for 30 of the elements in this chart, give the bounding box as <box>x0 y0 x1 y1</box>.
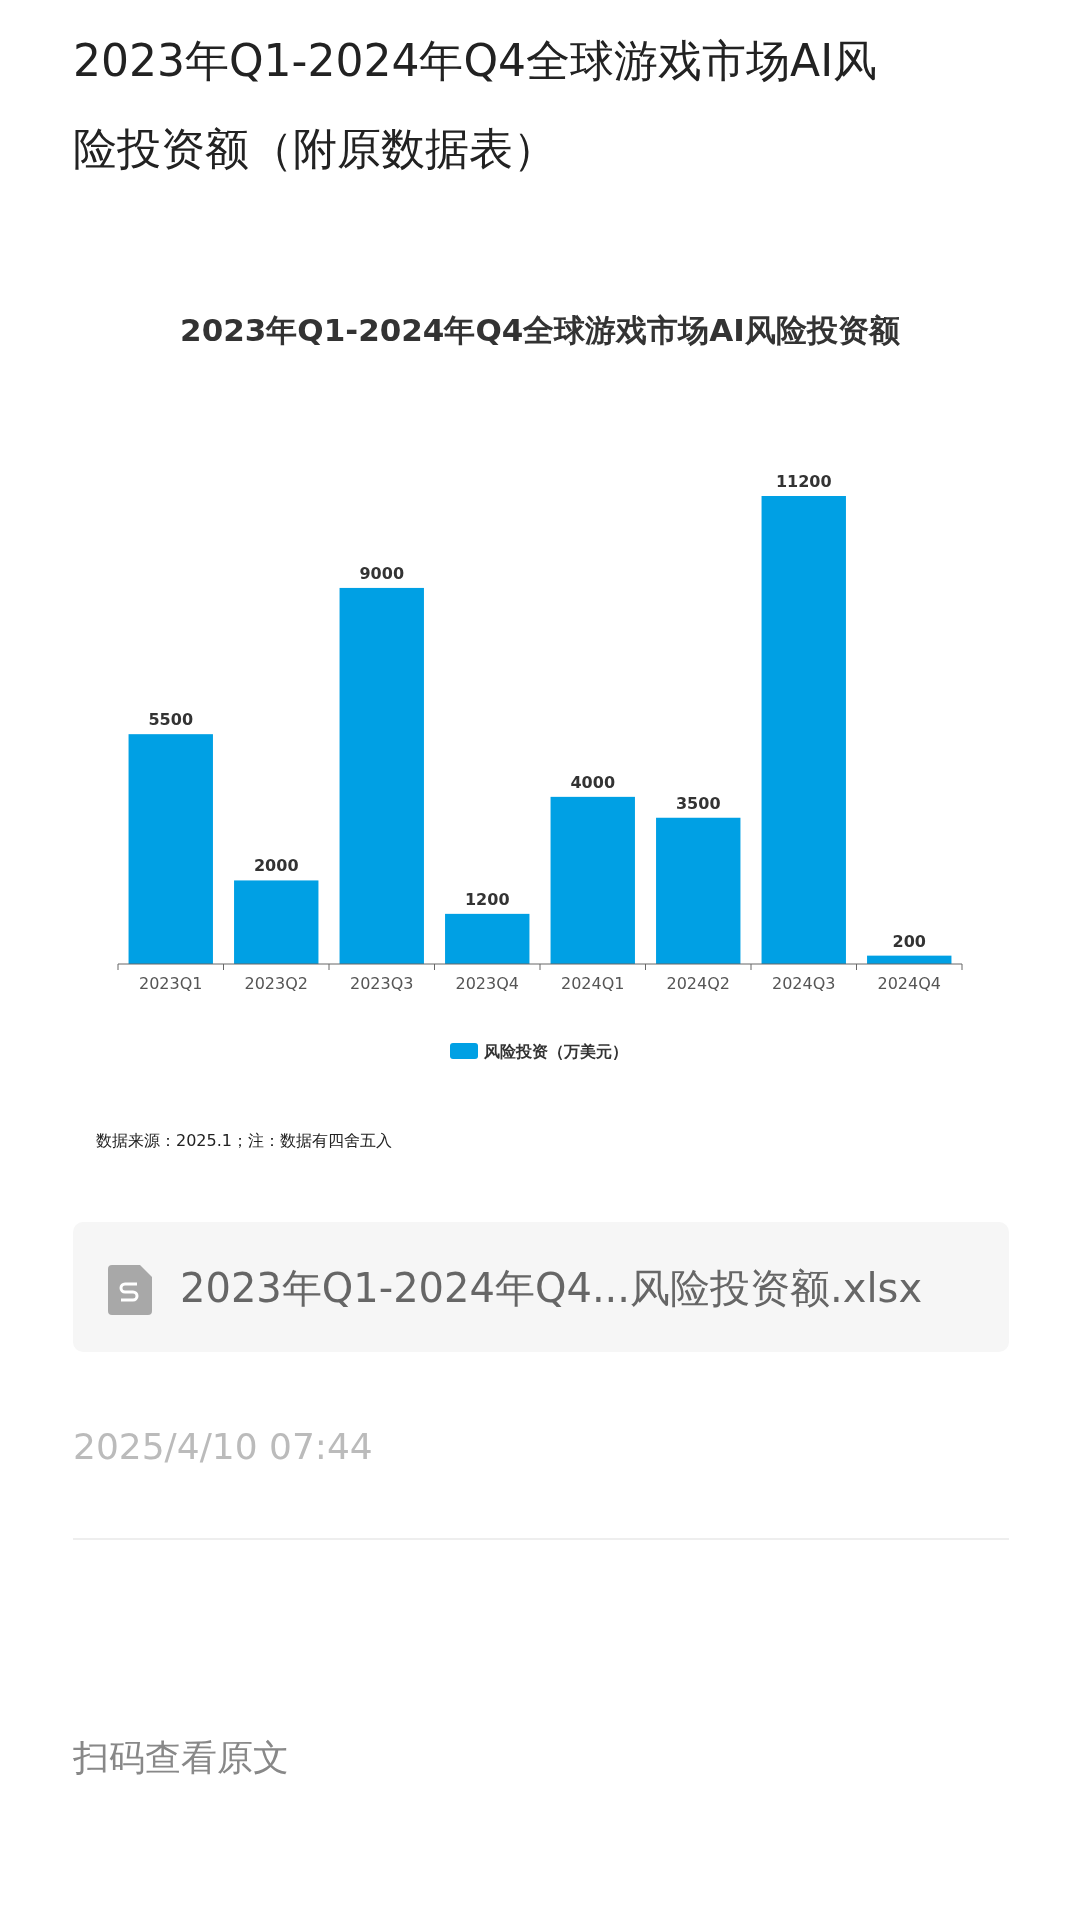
data-label: 11200 <box>775 472 832 491</box>
text: 2023年Q1-2024年Q4...风险投资额.xlsx <box>180 1265 923 1311</box>
x-tick-label: 2023Q2 <box>244 974 308 993</box>
x-tick-label: 2023Q3 <box>350 974 414 993</box>
chart-title: 2023年Q1-2024年Q4全球游戏市场AI风险投资额（附原数据表） <box>73 35 878 174</box>
data-label: 4000 <box>570 772 616 792</box>
source-note: 数据来源：2025.1；注：数据有四舍五入 <box>96 1131 392 1150</box>
data-label: 5500 <box>148 710 194 730</box>
data-label: 9000 <box>359 563 405 583</box>
bar <box>339 587 424 964</box>
x-tick-label: 2024Q1 <box>561 974 625 993</box>
legend-label: 风险投资（万美元） <box>483 1042 628 1061</box>
text: 扫码查看原文 <box>72 1737 289 1778</box>
bar <box>550 796 635 964</box>
bar <box>761 496 846 964</box>
x-tick-label: 2024Q2 <box>666 974 730 993</box>
text: 2025/4/10 07:44 <box>73 1426 373 1467</box>
x-tick-label: 2024Q3 <box>772 974 836 993</box>
chart-subtitle: 2023年Q1-2024年Q4全球游戏市场AI风险投资额 <box>180 312 900 348</box>
x-tick-label: 2023Q4 <box>455 974 519 993</box>
data-label: 3500 <box>675 793 721 813</box>
data-label: 200 <box>892 931 926 951</box>
bar <box>656 817 741 964</box>
bar <box>234 880 319 964</box>
bar <box>128 734 213 964</box>
data-label: 1200 <box>464 889 510 909</box>
data-label: 2000 <box>253 856 299 876</box>
bar <box>445 913 530 964</box>
x-tick-label: 2023Q1 <box>139 974 203 993</box>
x-tick-label: 2024Q4 <box>877 974 941 993</box>
